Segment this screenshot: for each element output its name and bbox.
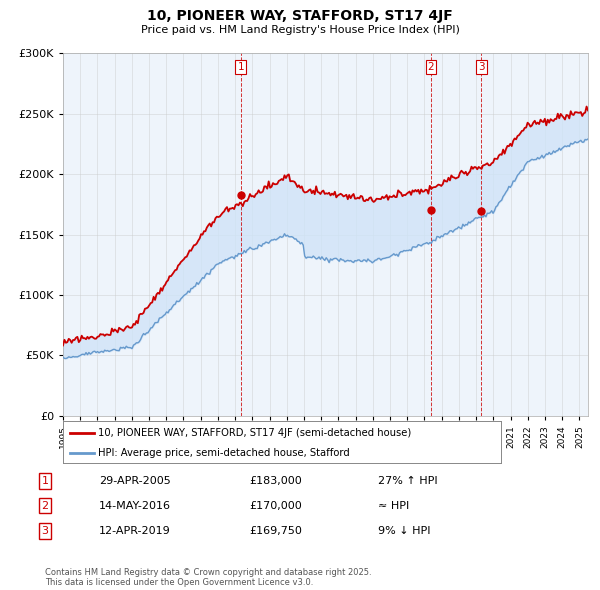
Text: 3: 3 bbox=[41, 526, 49, 536]
Text: £169,750: £169,750 bbox=[249, 526, 302, 536]
Text: 9% ↓ HPI: 9% ↓ HPI bbox=[378, 526, 431, 536]
Text: £183,000: £183,000 bbox=[249, 476, 302, 486]
Text: 27% ↑ HPI: 27% ↑ HPI bbox=[378, 476, 437, 486]
Text: Price paid vs. HM Land Registry's House Price Index (HPI): Price paid vs. HM Land Registry's House … bbox=[140, 25, 460, 35]
Text: Contains HM Land Registry data © Crown copyright and database right 2025.
This d: Contains HM Land Registry data © Crown c… bbox=[45, 568, 371, 587]
Text: 2: 2 bbox=[428, 62, 434, 72]
Text: 1: 1 bbox=[238, 62, 244, 72]
Text: 2: 2 bbox=[41, 501, 49, 510]
Text: 12-APR-2019: 12-APR-2019 bbox=[99, 526, 171, 536]
Text: 10, PIONEER WAY, STAFFORD, ST17 4JF: 10, PIONEER WAY, STAFFORD, ST17 4JF bbox=[147, 9, 453, 23]
Text: ≈ HPI: ≈ HPI bbox=[378, 501, 409, 510]
Text: 3: 3 bbox=[478, 62, 484, 72]
Text: 14-MAY-2016: 14-MAY-2016 bbox=[99, 501, 171, 510]
Text: 29-APR-2005: 29-APR-2005 bbox=[99, 476, 171, 486]
Text: 1: 1 bbox=[41, 476, 49, 486]
Text: 10, PIONEER WAY, STAFFORD, ST17 4JF (semi-detached house): 10, PIONEER WAY, STAFFORD, ST17 4JF (sem… bbox=[98, 428, 411, 438]
Text: HPI: Average price, semi-detached house, Stafford: HPI: Average price, semi-detached house,… bbox=[98, 448, 350, 457]
Text: £170,000: £170,000 bbox=[249, 501, 302, 510]
